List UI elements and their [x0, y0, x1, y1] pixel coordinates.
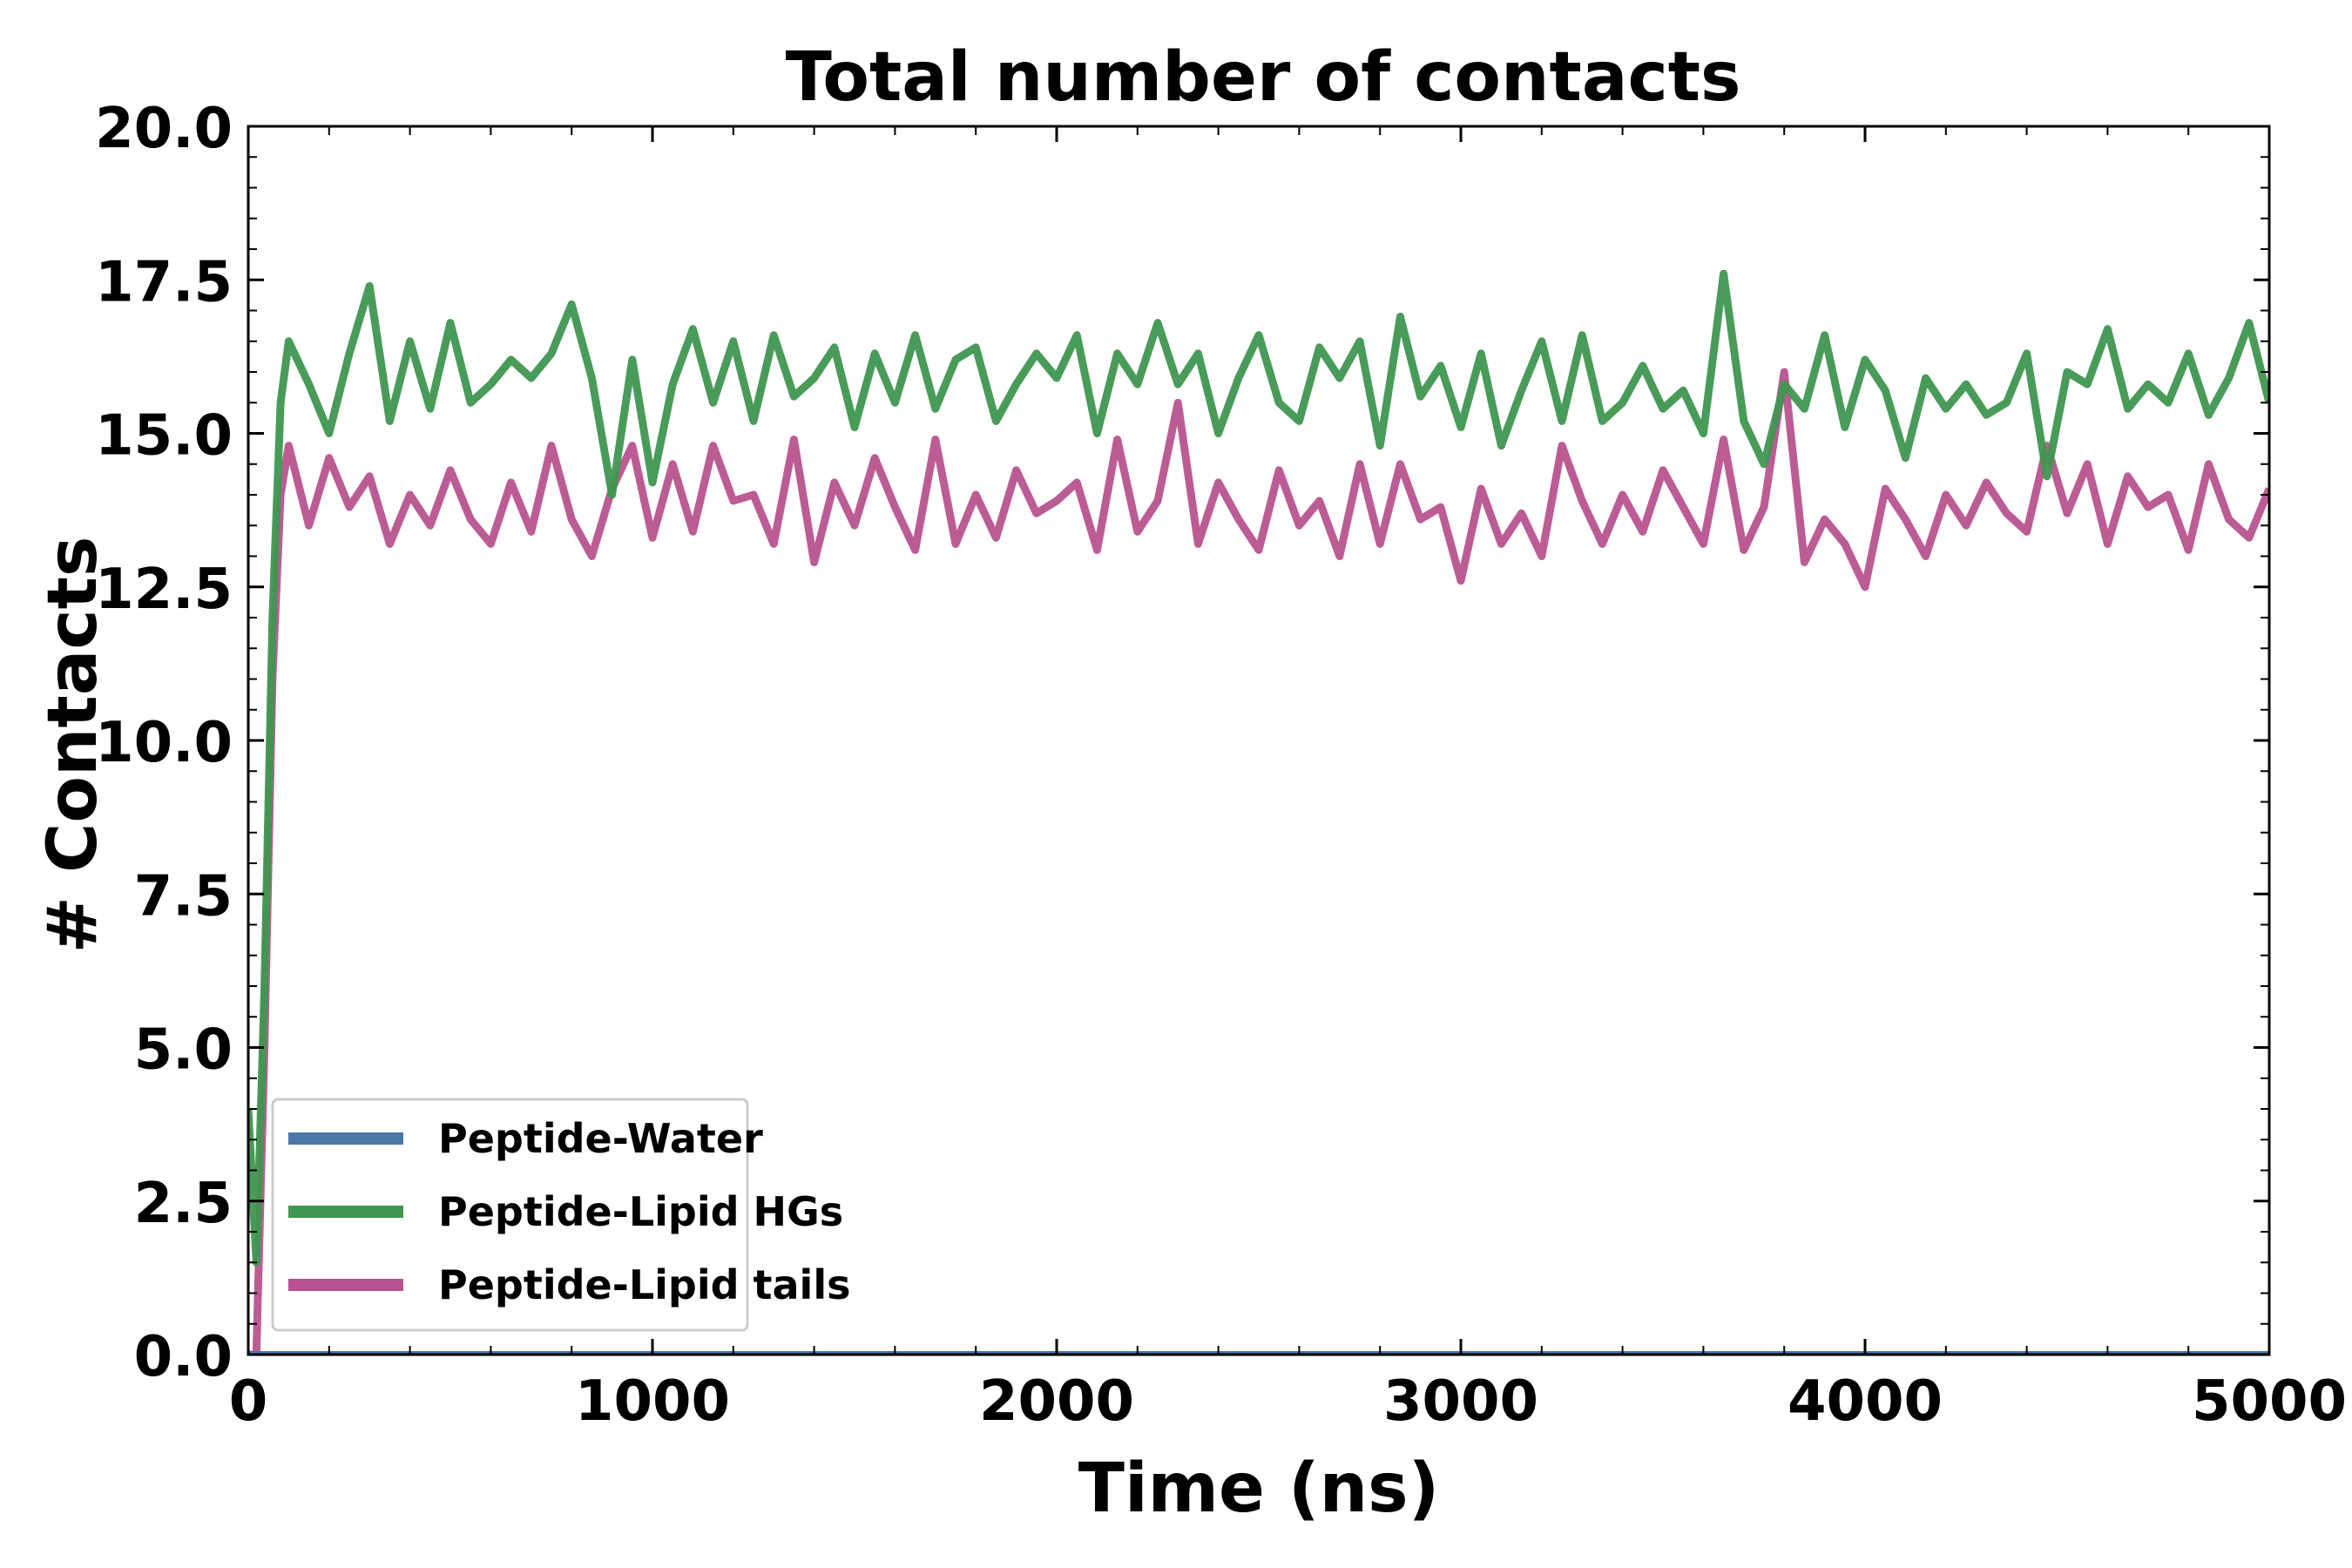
x-tick-label: 5000 [2192, 1369, 2347, 1434]
legend: Peptide-Water Peptide-Lipid HGs Peptide-Li… [271, 1098, 850, 1332]
series-line-2 [248, 269, 2269, 1267]
y-tick-label: 5.0 [134, 1018, 233, 1083]
y-tick-label: 2.5 [134, 1172, 233, 1236]
y-tick-label: 12.5 [95, 558, 233, 622]
series-line-3 [248, 368, 2269, 1355]
legend-label: Peptide-Lipid HGs [438, 1188, 843, 1235]
y-tick-label: 20.0 [95, 97, 233, 161]
x-tick-label: 3000 [1383, 1369, 1538, 1434]
y-axis-label: # Contacts [34, 537, 112, 954]
chart-title: Total number of contacts [786, 38, 1741, 117]
tick-labels-layer: 0 1000 2000 3000 4000 5000 0.0 2.5 5.0 7.5 10.0 12.… [95, 97, 2347, 1434]
x-tick-label: 2000 [979, 1369, 1134, 1434]
x-tick-label: 4000 [1788, 1369, 1943, 1434]
ticks-layer [247, 125, 2271, 1356]
legend-label: Peptide-Water [438, 1115, 763, 1162]
y-tick-label: 0.0 [134, 1325, 233, 1389]
series-layer [248, 269, 2269, 1355]
legend-label: Peptide-Lipid tails [438, 1261, 850, 1308]
x-axis-label: Time (ns) [1078, 1450, 1440, 1528]
y-tick-label: 10.0 [95, 711, 233, 775]
y-tick-label: 17.5 [95, 250, 233, 314]
x-tick-label: 0 [229, 1369, 268, 1434]
legend-box [271, 1098, 749, 1332]
y-tick-label: 7.5 [134, 864, 233, 929]
y-tick-label: 15.0 [95, 404, 233, 469]
x-tick-label: 1000 [575, 1369, 730, 1434]
